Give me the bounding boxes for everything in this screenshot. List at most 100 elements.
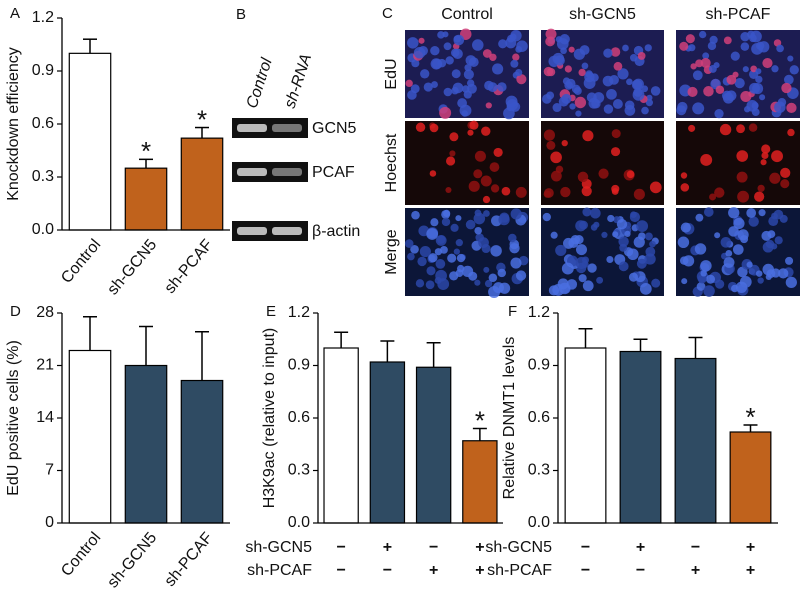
cell xyxy=(407,252,415,261)
cell xyxy=(552,103,562,113)
cell xyxy=(758,209,766,217)
cell xyxy=(728,226,739,237)
cell xyxy=(410,244,419,254)
cell xyxy=(618,236,629,247)
cell xyxy=(730,51,740,61)
cell xyxy=(649,240,656,248)
bar xyxy=(124,167,168,231)
cell xyxy=(474,226,482,235)
cell xyxy=(789,65,799,75)
cell xyxy=(771,65,779,73)
cell xyxy=(610,47,621,57)
factor-label: sh-PCAF xyxy=(247,562,312,579)
cell xyxy=(469,120,479,130)
cell xyxy=(700,260,712,272)
cell xyxy=(626,170,635,179)
cell xyxy=(708,64,717,73)
cell xyxy=(453,35,461,43)
cell xyxy=(703,285,715,297)
cell xyxy=(725,249,733,257)
cell xyxy=(774,236,783,245)
cell xyxy=(505,95,518,108)
cell xyxy=(611,129,621,139)
cell xyxy=(751,102,759,110)
factor-level: + xyxy=(746,562,755,579)
cell xyxy=(515,186,527,198)
cell xyxy=(690,63,697,70)
cell xyxy=(646,94,653,101)
cell xyxy=(639,282,652,295)
cell xyxy=(709,193,717,201)
cell xyxy=(404,239,414,248)
cell xyxy=(483,266,490,273)
cell xyxy=(493,147,503,158)
y-tick-label: 1.2 xyxy=(528,304,550,321)
cell xyxy=(700,270,707,277)
cell xyxy=(430,218,439,227)
cell xyxy=(482,49,492,58)
cell xyxy=(776,44,784,53)
cell xyxy=(555,36,563,43)
cell xyxy=(542,212,551,222)
cell xyxy=(453,248,460,255)
cell xyxy=(440,246,448,254)
cell xyxy=(446,156,456,166)
cell xyxy=(687,86,698,97)
cell xyxy=(548,285,560,296)
cell xyxy=(685,34,695,44)
cell xyxy=(720,236,732,248)
factor-level: − xyxy=(581,562,590,579)
cell xyxy=(787,55,794,62)
cell xyxy=(703,86,714,97)
cell xyxy=(554,55,565,66)
cell xyxy=(487,82,498,93)
bar xyxy=(124,364,168,524)
cell xyxy=(426,228,439,240)
cell xyxy=(702,52,710,60)
cell xyxy=(581,62,589,70)
cell xyxy=(765,239,775,249)
cell xyxy=(771,212,778,220)
significance-mark: * xyxy=(141,136,151,166)
cell xyxy=(700,57,711,68)
cell xyxy=(755,75,763,84)
y-tick-label: 28 xyxy=(36,304,54,321)
cell xyxy=(781,82,792,94)
cell xyxy=(629,54,638,62)
micrograph xyxy=(405,121,529,205)
cell xyxy=(515,270,527,281)
cell xyxy=(544,188,554,198)
cell xyxy=(557,278,569,290)
cell xyxy=(516,74,527,85)
cell xyxy=(439,106,452,119)
cell xyxy=(473,169,483,179)
cell xyxy=(455,215,462,222)
cell xyxy=(714,109,724,119)
cell xyxy=(543,129,556,141)
y-tick-label: 0.3 xyxy=(288,462,310,479)
y-axis-label: EdU positive cells (%) xyxy=(5,340,22,496)
cell xyxy=(734,78,745,89)
y-tick-label: 0.6 xyxy=(32,115,54,132)
cell xyxy=(441,217,451,227)
cell xyxy=(749,82,760,94)
cell xyxy=(560,47,567,55)
cell xyxy=(756,41,765,50)
y-axis-label: Relative DNMT1 levels xyxy=(501,337,518,500)
cell xyxy=(755,68,762,75)
cell xyxy=(561,139,568,147)
cell xyxy=(680,222,691,233)
cell xyxy=(737,266,748,278)
x-tick-label: Control xyxy=(58,236,104,286)
cell xyxy=(697,274,707,284)
cell xyxy=(778,268,789,279)
row-label: Hoechst xyxy=(383,133,400,192)
factor-level: + xyxy=(691,562,700,579)
cell xyxy=(699,30,707,39)
cell xyxy=(700,153,713,166)
bar xyxy=(68,52,112,231)
y-tick-label: 21 xyxy=(36,357,54,374)
band-label: PCAF xyxy=(312,164,355,181)
cell xyxy=(498,39,508,49)
cell xyxy=(484,279,493,288)
